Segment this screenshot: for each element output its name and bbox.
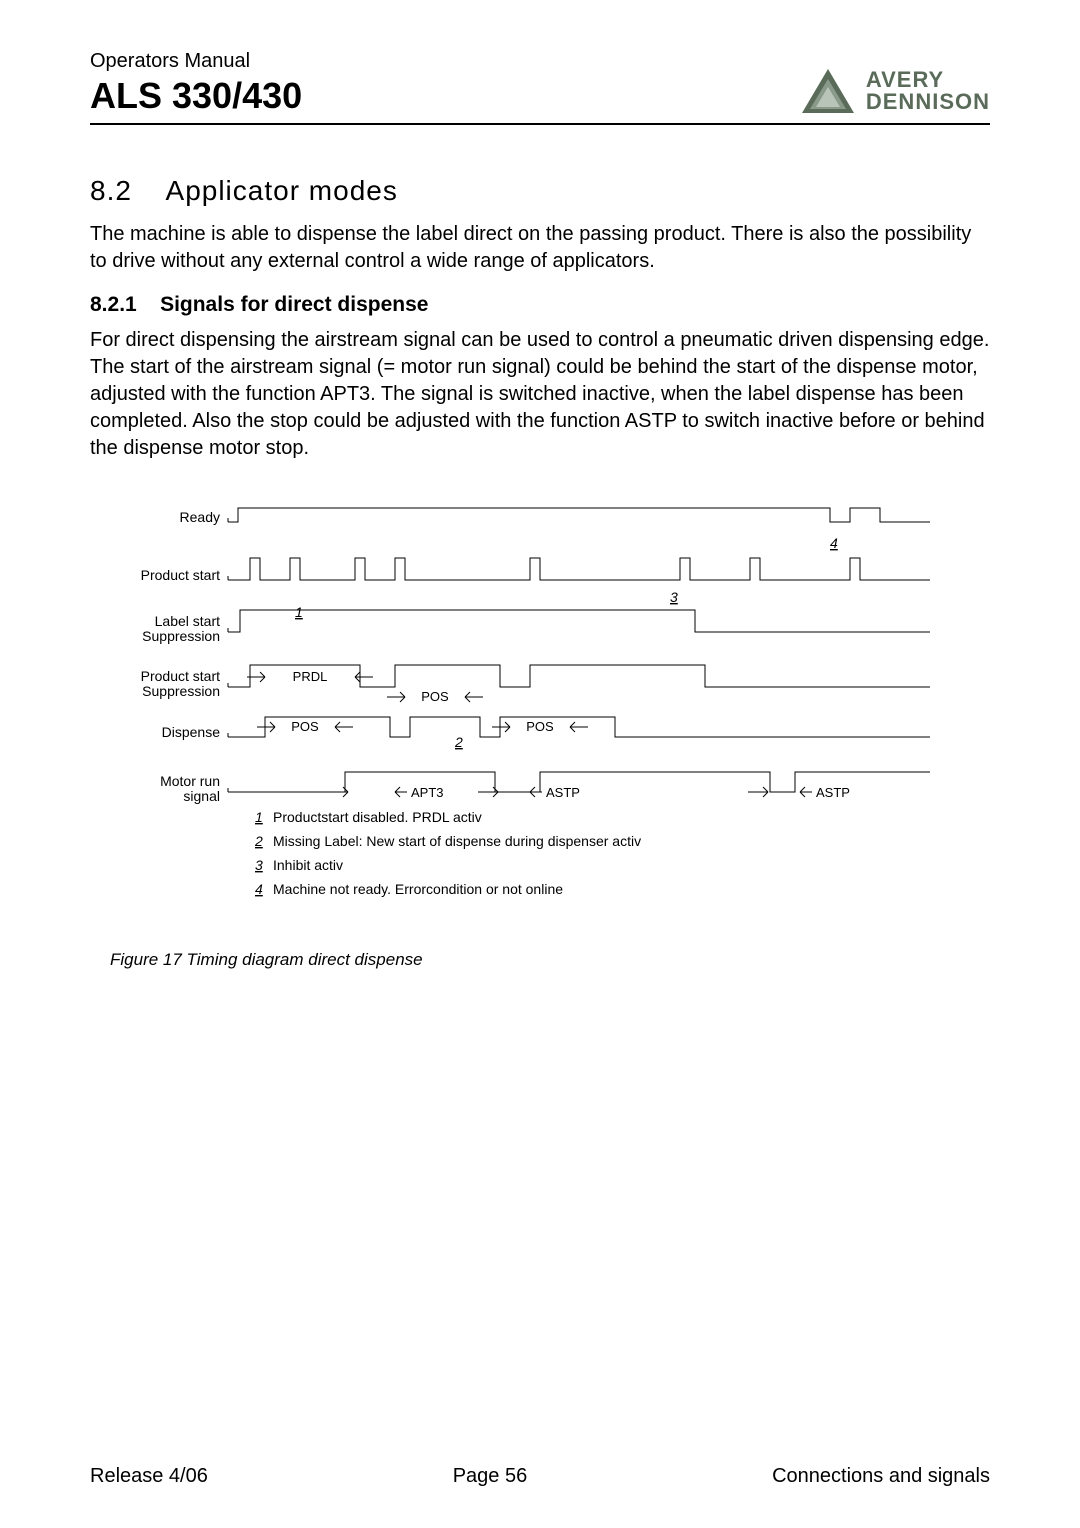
operators-manual-label: Operators Manual (90, 50, 302, 73)
svg-text:PRDL: PRDL (293, 669, 328, 684)
svg-text:ASTP: ASTP (816, 785, 850, 800)
svg-text:Product start: Product start (141, 567, 220, 583)
svg-text:1: 1 (295, 604, 303, 620)
svg-text:Missing Label: New start of di: Missing Label: New start of dispense dur… (273, 833, 641, 849)
svg-text:3: 3 (670, 589, 678, 605)
footer-right: Connections and signals (772, 1465, 990, 1488)
page: Operators Manual ALS 330/430 AVERY DENNI… (0, 0, 1080, 1528)
subsection-title: Signals for direct dispense (160, 293, 428, 316)
svg-text:signal: signal (183, 788, 220, 804)
svg-text:Dispense: Dispense (162, 724, 221, 740)
logo-text: AVERY DENNISON (866, 69, 990, 113)
svg-text:POS: POS (291, 719, 319, 734)
footer-left: Release 4/06 (90, 1465, 208, 1488)
svg-text:ASTP: ASTP (546, 785, 580, 800)
page-footer: Release 4/06 Page 56 Connections and sig… (90, 1465, 990, 1488)
page-header: Operators Manual ALS 330/430 AVERY DENNI… (90, 50, 990, 125)
svg-text:POS: POS (421, 689, 449, 704)
brand-logo: AVERY DENNISON (798, 65, 990, 117)
svg-text:Ready: Ready (180, 509, 220, 525)
svg-text:4: 4 (830, 535, 838, 551)
svg-text:Suppression: Suppression (142, 628, 220, 644)
triangle-logo-icon (798, 65, 858, 117)
svg-text:2: 2 (254, 833, 263, 849)
svg-text:Motor run: Motor run (160, 773, 220, 789)
footer-center: Page 56 (453, 1465, 528, 1488)
logo-line1: AVERY (866, 69, 990, 91)
svg-text:Label start: Label start (155, 613, 220, 629)
section-heading: 8.2 Applicator modes (90, 175, 990, 207)
svg-text:POS: POS (526, 719, 554, 734)
model-title: ALS 330/430 (90, 75, 302, 117)
section-number: 8.2 (90, 175, 132, 206)
figure-caption: Figure 17 Timing diagram direct dispense (110, 950, 990, 970)
logo-line2: DENNISON (866, 91, 990, 113)
subsection-heading: 8.2.1 Signals for direct dispense (90, 293, 990, 317)
timing-diagram-svg: ReadyProduct start4Label startSuppressio… (110, 492, 970, 932)
svg-text:3: 3 (255, 857, 263, 873)
header-left: Operators Manual ALS 330/430 (90, 50, 302, 117)
svg-text:Machine not ready. Errorcondit: Machine not ready. Errorcondition or not… (273, 881, 563, 897)
section-intro: The machine is able to dispense the labe… (90, 221, 990, 275)
section-title: Applicator modes (166, 175, 398, 206)
timing-diagram-figure: ReadyProduct start4Label startSuppressio… (110, 492, 990, 970)
svg-text:2: 2 (454, 734, 463, 750)
svg-text:Productstart disabled. PRDL ac: Productstart disabled. PRDL activ (273, 809, 482, 825)
subsection-text: For direct dispensing the airstream sign… (90, 327, 990, 462)
svg-text:Suppression: Suppression (142, 683, 220, 699)
svg-text:4: 4 (255, 881, 263, 897)
svg-text:Inhibit activ: Inhibit activ (273, 857, 343, 873)
svg-text:1: 1 (255, 809, 263, 825)
svg-text:Product start: Product start (141, 668, 220, 684)
subsection-number: 8.2.1 (90, 293, 137, 316)
svg-text:APT3: APT3 (411, 785, 444, 800)
